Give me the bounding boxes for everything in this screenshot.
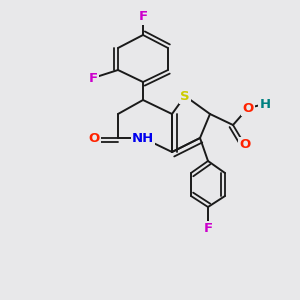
Text: O: O [242, 101, 253, 115]
Text: H: H [260, 98, 271, 110]
Text: F: F [88, 71, 98, 85]
Text: F: F [138, 11, 148, 23]
Text: F: F [203, 223, 213, 236]
Text: NH: NH [132, 131, 154, 145]
Text: O: O [88, 131, 100, 145]
Text: O: O [239, 139, 250, 152]
Text: S: S [180, 89, 190, 103]
